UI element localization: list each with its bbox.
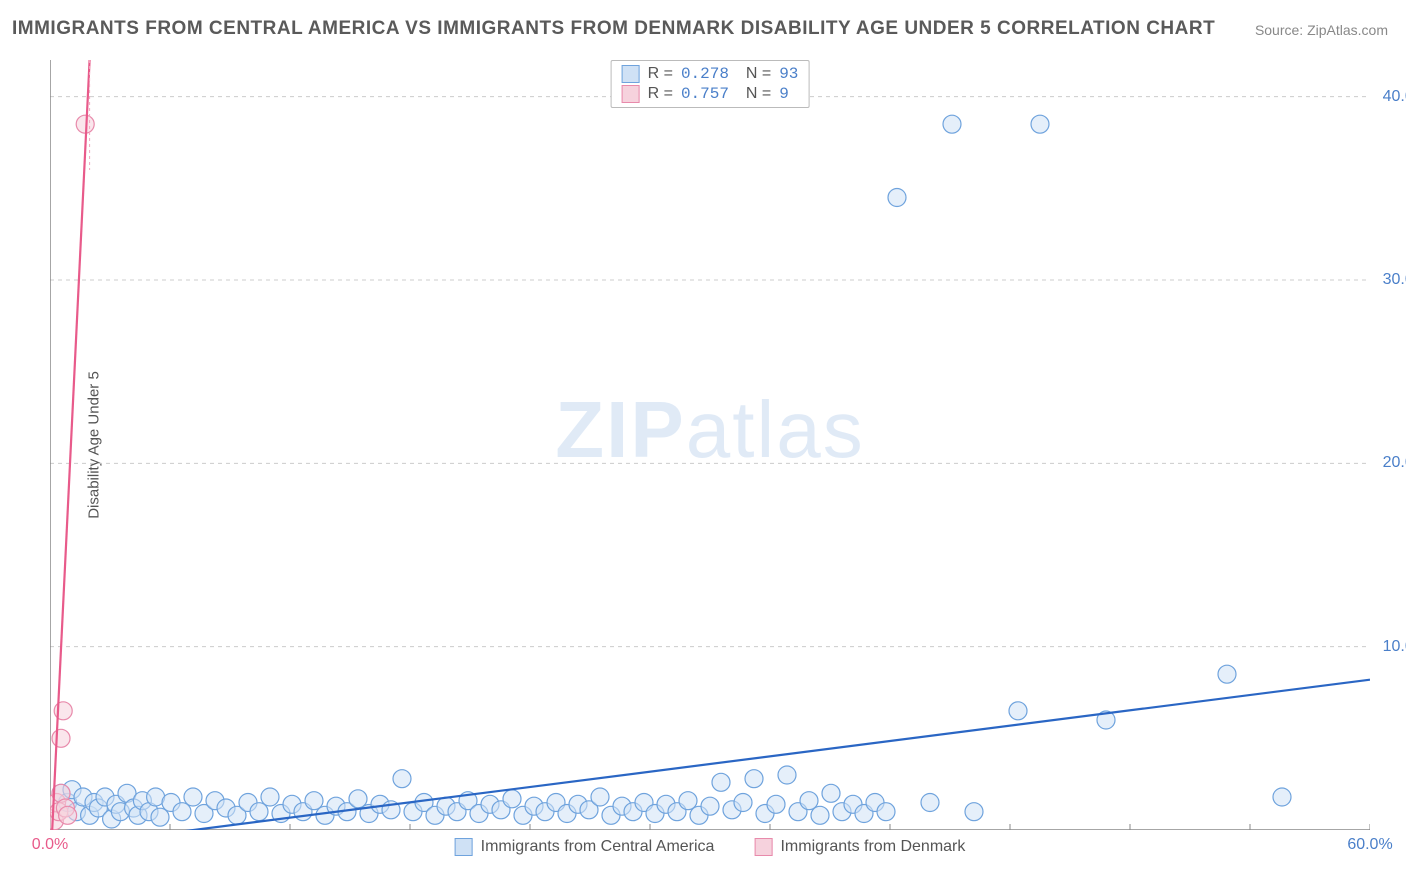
legend-row: R = 0.757 N = 9	[622, 85, 799, 103]
legend-swatch	[455, 838, 473, 856]
legend-n-label: N =	[737, 85, 771, 103]
y-tick-label: 40.0%	[1383, 88, 1406, 106]
legend-r-value: 0.278	[681, 65, 729, 83]
series-legend: Immigrants from Central America Immigrant…	[455, 838, 966, 856]
legend-n-value: 93	[779, 65, 798, 83]
legend-series-item: Immigrants from Central America	[455, 838, 715, 856]
chart-container: Disability Age Under 5 ZIPatlas R = 0.27…	[50, 60, 1370, 830]
scatter-plot	[50, 60, 1370, 830]
legend-swatch	[754, 838, 772, 856]
legend-series-item: Immigrants from Denmark	[754, 838, 965, 856]
y-tick-label: 30.0%	[1383, 271, 1406, 289]
chart-title: IMMIGRANTS FROM CENTRAL AMERICA VS IMMIG…	[12, 18, 1215, 40]
y-tick-label: 10.0%	[1383, 638, 1406, 656]
x-tick-label: 60.0%	[1347, 836, 1392, 854]
legend-series-label: Immigrants from Central America	[481, 838, 715, 856]
y-tick-label: 20.0%	[1383, 454, 1406, 472]
legend-series-label: Immigrants from Denmark	[780, 838, 965, 856]
legend-swatch	[622, 85, 640, 103]
legend-n-label: N =	[737, 65, 771, 83]
legend-r-label: R =	[648, 65, 673, 83]
legend-r-value: 0.757	[681, 85, 729, 103]
legend-row: R = 0.278 N = 93	[622, 65, 799, 83]
source-attribution: Source: ZipAtlas.com	[1255, 22, 1388, 38]
legend-swatch	[622, 65, 640, 83]
correlation-legend: R = 0.278 N = 93R = 0.757 N = 9	[611, 60, 810, 108]
legend-r-label: R =	[648, 85, 673, 103]
legend-n-value: 9	[779, 85, 789, 103]
x-tick-label: 0.0%	[32, 836, 68, 854]
